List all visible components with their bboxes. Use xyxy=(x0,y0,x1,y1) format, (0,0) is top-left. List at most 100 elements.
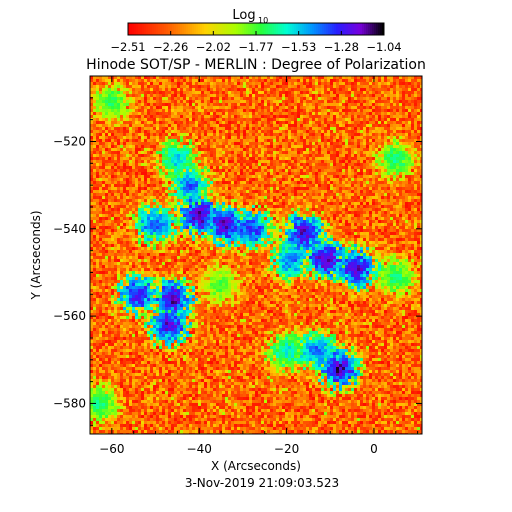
heatmap-cell xyxy=(399,154,403,158)
heatmap-cell xyxy=(279,169,283,173)
heatmap-cell xyxy=(213,202,217,206)
heatmap-cell xyxy=(417,94,421,98)
heatmap-cell xyxy=(156,169,160,173)
heatmap-cell xyxy=(186,157,190,161)
heatmap-cell xyxy=(114,199,118,203)
heatmap-cell xyxy=(99,178,103,182)
heatmap-cell xyxy=(93,121,97,125)
heatmap-cell xyxy=(141,115,145,119)
heatmap-cell xyxy=(189,145,193,149)
heatmap-cell xyxy=(129,169,133,173)
heatmap-cell xyxy=(405,181,409,185)
heatmap-cell xyxy=(309,124,313,128)
heatmap-cell xyxy=(273,205,277,209)
heatmap-cell xyxy=(186,199,190,203)
heatmap-cell xyxy=(318,151,322,155)
heatmap-cell xyxy=(99,145,103,149)
heatmap-cell xyxy=(183,205,187,209)
heatmap-cell xyxy=(249,79,253,83)
heatmap-cell xyxy=(147,145,151,149)
heatmap-cell xyxy=(162,181,166,185)
heatmap-cell xyxy=(150,202,154,206)
heatmap-cell xyxy=(183,199,187,203)
heatmap-cell xyxy=(261,109,265,113)
heatmap-cell xyxy=(417,160,421,164)
heatmap-cell xyxy=(114,106,118,110)
colorbar-strip xyxy=(268,23,271,35)
heatmap-cell xyxy=(285,112,289,116)
heatmap-cell xyxy=(135,157,139,161)
heatmap-cell xyxy=(408,82,412,86)
heatmap-cell xyxy=(411,115,415,119)
heatmap-cell xyxy=(105,148,109,152)
heatmap-cell xyxy=(120,184,124,188)
heatmap-cell xyxy=(309,172,313,176)
colorbar-strip xyxy=(310,23,313,35)
heatmap-cell xyxy=(321,112,325,116)
heatmap-cell xyxy=(255,160,259,164)
heatmap-cell xyxy=(399,82,403,86)
heatmap-cell xyxy=(213,109,217,113)
heatmap-cell xyxy=(234,79,238,83)
heatmap-cell xyxy=(351,169,355,173)
heatmap-cell xyxy=(150,91,154,95)
heatmap-cell xyxy=(120,94,124,98)
heatmap-cell xyxy=(276,79,280,83)
heatmap-cell xyxy=(243,91,247,95)
heatmap-cell xyxy=(147,112,151,116)
heatmap-cell xyxy=(210,82,214,86)
heatmap-cell xyxy=(390,154,394,158)
heatmap-cell xyxy=(285,100,289,104)
heatmap-cell xyxy=(138,166,142,170)
heatmap-cell xyxy=(210,184,214,188)
heatmap-cell xyxy=(147,163,151,167)
heatmap-cell xyxy=(249,157,253,161)
colorbar-strip xyxy=(144,23,147,35)
heatmap-cell xyxy=(351,136,355,140)
heatmap-cell xyxy=(216,193,220,197)
heatmap-cell xyxy=(387,160,391,164)
heatmap-cell xyxy=(306,193,310,197)
heatmap-cell xyxy=(90,181,94,185)
heatmap-cell xyxy=(228,97,232,101)
colorbar-strip xyxy=(134,23,137,35)
heatmap-cell xyxy=(111,166,115,170)
heatmap-cell xyxy=(324,124,328,128)
heatmap-cell xyxy=(96,193,100,197)
heatmap-cell xyxy=(219,205,223,209)
heatmap-cell xyxy=(129,133,133,137)
heatmap-cell xyxy=(297,121,301,125)
heatmap-cell xyxy=(375,148,379,152)
heatmap-cell xyxy=(402,106,406,110)
heatmap-cell xyxy=(255,76,259,80)
heatmap-cell xyxy=(210,178,214,182)
heatmap-cell xyxy=(255,178,259,182)
heatmap-cell xyxy=(255,205,259,209)
heatmap-cell xyxy=(354,91,358,95)
heatmap-cell xyxy=(117,190,121,194)
heatmap-cell xyxy=(213,148,217,152)
heatmap-cell xyxy=(345,112,349,116)
heatmap-cell xyxy=(342,175,346,179)
heatmap-cell xyxy=(234,193,238,197)
heatmap-cell xyxy=(261,154,265,158)
heatmap-cell xyxy=(399,127,403,131)
heatmap-cell xyxy=(273,139,277,143)
heatmap-cell xyxy=(174,148,178,152)
heatmap-cell xyxy=(384,157,388,161)
heatmap-cell xyxy=(162,118,166,122)
heatmap-cell xyxy=(102,112,106,116)
heatmap-cell xyxy=(147,193,151,197)
heatmap-cell xyxy=(345,175,349,179)
heatmap-cell xyxy=(327,91,331,95)
heatmap-cell xyxy=(390,190,394,194)
heatmap-cell xyxy=(237,196,241,200)
heatmap-cell xyxy=(198,193,202,197)
heatmap-cell xyxy=(420,175,422,179)
heatmap-cell xyxy=(321,160,325,164)
heatmap-cell xyxy=(369,124,373,128)
heatmap-cell xyxy=(288,148,292,152)
heatmap-cell xyxy=(231,142,235,146)
heatmap-cell xyxy=(408,199,412,203)
heatmap-cell xyxy=(120,178,124,182)
